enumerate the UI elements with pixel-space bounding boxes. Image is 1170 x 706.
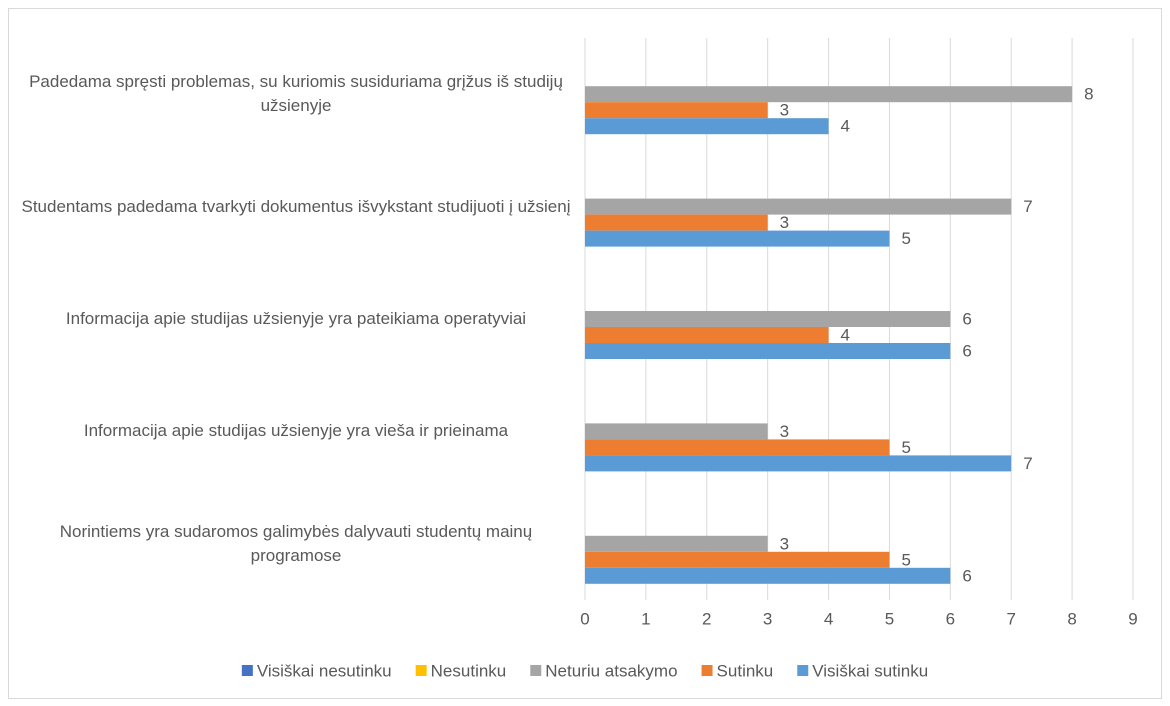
legend-swatch: [701, 665, 713, 676]
legend-swatch: [241, 665, 253, 676]
bar: [585, 327, 829, 343]
bar: [585, 423, 768, 440]
bar: [585, 551, 890, 568]
data-label: 3: [780, 534, 789, 553]
legend-label: Neturiu atsakymo: [545, 661, 677, 680]
legend-label: Visiškai sutinku: [812, 661, 928, 680]
data-label: 5: [901, 438, 910, 457]
legend-label: Nesutinku: [431, 661, 507, 680]
category-label: Studentams padedama tvarkyti dokumentus …: [21, 196, 571, 216]
legend-swatch: [530, 665, 542, 676]
category-label: Norintiems yra sudaromos galimybės dalyv…: [59, 521, 533, 565]
data-label: 6: [962, 341, 971, 360]
data-label: 8: [1084, 85, 1093, 104]
category-label: Informacija apie studijas užsienyje yra …: [65, 309, 527, 328]
legend-swatch: [797, 665, 809, 676]
data-label: 6: [962, 566, 971, 585]
bar: [585, 198, 1012, 215]
data-label: 7: [1023, 454, 1032, 473]
bar: [585, 102, 768, 119]
data-label: 5: [901, 550, 910, 569]
data-label: 4: [841, 325, 850, 344]
x-tick-label: 4: [824, 609, 833, 628]
data-label: 4: [841, 117, 850, 136]
bar: [585, 343, 951, 359]
x-tick-label: 6: [946, 609, 955, 628]
category-label: Padedama spręsti problemas, su kuriomis …: [29, 72, 563, 116]
x-tick-label: 1: [641, 609, 650, 628]
data-label: 3: [780, 101, 789, 120]
data-label: 7: [1023, 197, 1032, 216]
bar: [585, 214, 768, 231]
x-tick-label: 9: [1128, 609, 1137, 628]
bar: [585, 439, 890, 456]
bar: [585, 118, 829, 135]
bar: [585, 86, 1073, 103]
chart-frame: [8, 8, 1162, 699]
data-label: 3: [780, 213, 789, 232]
data-label: 6: [962, 309, 971, 328]
legend-swatch: [415, 665, 427, 676]
x-tick-label: 0: [580, 609, 589, 628]
legend-label: Sutinku: [717, 661, 774, 680]
bar: [585, 567, 951, 584]
bar: [585, 230, 890, 247]
bar: [585, 455, 1012, 472]
data-label: 5: [901, 229, 910, 248]
x-tick-label: 7: [1006, 609, 1015, 628]
legend-label: Visiškai nesutinku: [257, 661, 392, 680]
x-tick-label: 8: [1067, 609, 1076, 628]
category-label: Informacija apie studijas užsienyje yra …: [83, 421, 509, 441]
x-tick-label: 3: [763, 609, 772, 628]
bar: [585, 535, 768, 552]
x-tick-label: 5: [885, 609, 894, 628]
bar: [585, 311, 951, 327]
x-tick-label: 2: [702, 609, 711, 628]
data-label: 3: [780, 422, 789, 441]
